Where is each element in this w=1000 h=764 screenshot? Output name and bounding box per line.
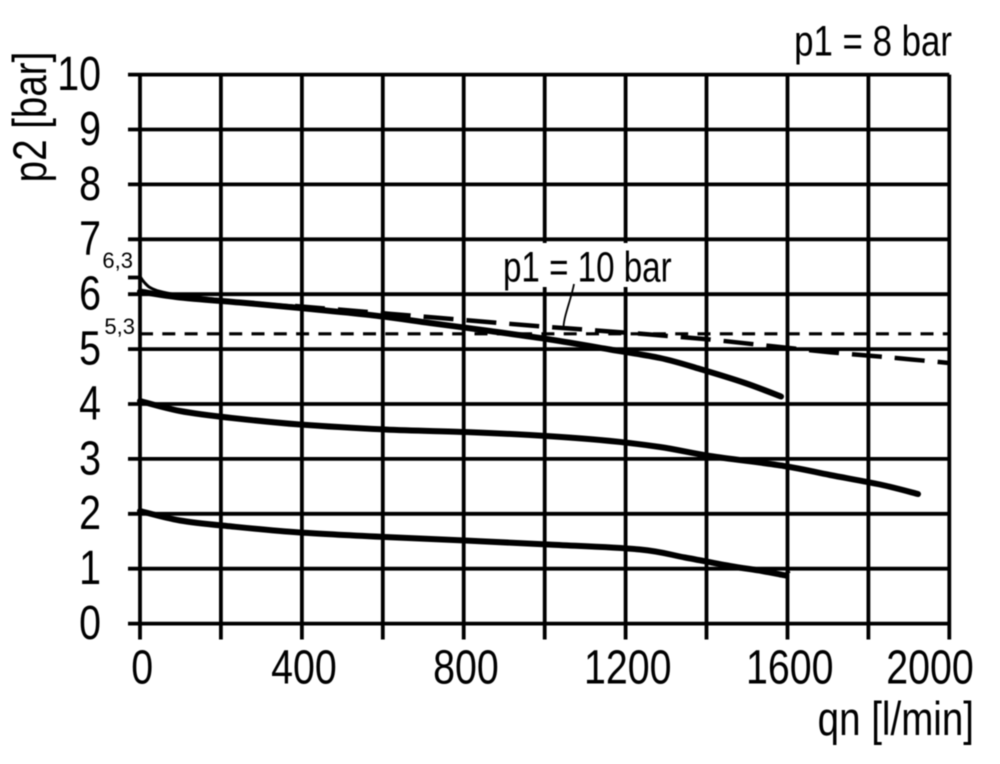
svg-text:qn [l/min]: qn [l/min] [818, 693, 974, 745]
svg-text:p2 [bar]: p2 [bar] [4, 52, 56, 183]
svg-text:p1 = 8 bar: p1 = 8 bar [794, 18, 952, 65]
svg-text:p1 = 10 bar: p1 = 10 bar [503, 245, 672, 292]
svg-text:1: 1 [79, 541, 101, 595]
svg-text:0: 0 [131, 641, 153, 695]
svg-text:800: 800 [433, 641, 499, 695]
svg-text:4: 4 [79, 377, 101, 431]
svg-text:1600: 1600 [746, 641, 834, 695]
svg-text:0: 0 [79, 596, 101, 650]
svg-text:7: 7 [79, 212, 101, 266]
svg-text:1200: 1200 [584, 641, 672, 695]
svg-text:5,3: 5,3 [104, 314, 135, 339]
svg-text:2: 2 [79, 487, 101, 541]
svg-text:9: 9 [79, 102, 101, 156]
svg-text:6: 6 [79, 267, 101, 321]
svg-text:6,3: 6,3 [102, 248, 133, 273]
svg-text:400: 400 [271, 641, 337, 695]
svg-text:8: 8 [79, 157, 101, 211]
svg-text:10: 10 [57, 47, 101, 101]
svg-text:5: 5 [79, 322, 101, 376]
svg-text:2000: 2000 [886, 641, 974, 695]
svg-text:3: 3 [79, 432, 101, 486]
